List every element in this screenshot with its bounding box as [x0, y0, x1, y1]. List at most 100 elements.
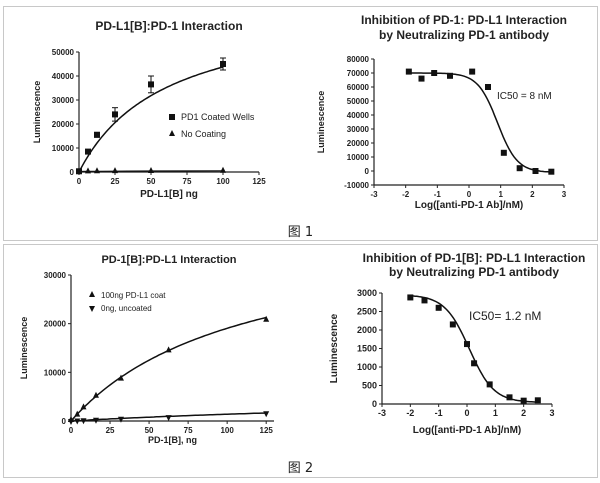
chart-title: Inhibition of PD-1[B]: PD-L1 Interaction [363, 251, 586, 265]
x-tick-label: 50 [147, 177, 156, 186]
y-tick-label: 3000 [357, 288, 377, 298]
y-axis-label: Luminescence [32, 81, 42, 144]
chart-title: PD-1[B]:PD-L1 Interaction [101, 254, 236, 266]
data-point [516, 165, 523, 172]
data-point [532, 168, 539, 174]
x-tick-label: -1 [435, 408, 443, 418]
data-point [92, 417, 99, 424]
data-point [112, 111, 118, 118]
legend-marker [169, 114, 175, 120]
data-point [148, 81, 154, 88]
x-tick-label: 25 [111, 177, 120, 186]
y-tick-label: 50000 [52, 48, 75, 57]
y-tick-label: 0 [372, 399, 377, 409]
legend-marker [169, 130, 175, 136]
legend-marker [89, 306, 95, 312]
y-tick-label: 2000 [357, 325, 377, 335]
x-tick-label: 0 [464, 408, 469, 418]
fit-curve-0 [78, 66, 224, 173]
data-point [485, 84, 491, 90]
x-tick-label: 1 [498, 190, 503, 199]
data-point [76, 167, 82, 174]
x-tick-label: 0 [69, 426, 74, 435]
data-point [117, 374, 124, 381]
x-tick-label: -2 [402, 190, 410, 199]
data-point [117, 416, 124, 423]
legend-label: 0ng, uncoated [101, 304, 152, 313]
data-point [220, 166, 226, 173]
data-point [435, 304, 442, 311]
x-tick-label: -1 [434, 190, 442, 199]
y-tick-label: 0 [62, 417, 67, 426]
x-axis-label: PD-L1[B] ng [140, 189, 198, 200]
y-tick-label: 80000 [347, 55, 370, 64]
data-point [486, 381, 493, 388]
x-tick-label: 25 [106, 426, 115, 435]
data-point [471, 360, 478, 367]
data-point [405, 68, 412, 75]
y-tick-label: 1000 [357, 362, 377, 372]
y-tick-label: 20000 [347, 139, 370, 148]
y-tick-label: -10000 [344, 181, 369, 190]
y-tick-label: 2500 [357, 307, 377, 317]
y-axis-label: Luminescence [316, 91, 326, 154]
data-point [80, 418, 87, 425]
data-point [407, 294, 414, 301]
x-tick-label: 2 [530, 190, 535, 199]
data-point [520, 397, 527, 404]
data-point [534, 397, 541, 404]
data-point [80, 403, 87, 410]
y-tick-label: 30000 [44, 271, 67, 280]
fit-curve-0 [410, 294, 538, 403]
y-axis-label: Luminescence [19, 317, 29, 380]
x-tick-label: 100 [220, 426, 234, 435]
x-tick-label: 75 [184, 426, 193, 435]
data-point [74, 410, 81, 417]
x-tick-label: 3 [549, 408, 554, 418]
data-point [431, 70, 438, 76]
y-tick-label: 30000 [347, 125, 370, 134]
y-axis-label: Luminescence [329, 313, 340, 383]
x-tick-label: 2 [521, 408, 526, 418]
data-point [500, 149, 507, 156]
legend-marker [89, 291, 95, 297]
data-point [449, 321, 456, 328]
data-point [94, 131, 100, 138]
x-axis-label: Log([anti-PD-1 Ab]/nM) [415, 200, 524, 211]
y-tick-label: 0 [70, 168, 75, 177]
data-point [464, 341, 470, 348]
x-tick-label: 3 [562, 190, 567, 199]
chart-subtitle: by Neutralizing PD-1 antibody [389, 265, 559, 279]
y-tick-label: 0 [365, 167, 370, 176]
x-tick-label: 0 [77, 177, 82, 186]
figure-1-caption: 图 1 [287, 225, 314, 240]
chart-pd-1-binding: PD-1[B]:PD-L1 Interaction 0 25 50 75 100 125 0 1… [19, 254, 274, 445]
data-point [447, 72, 453, 79]
chart-title: PD-L1[B]:PD-1 Interaction [95, 19, 242, 33]
y-tick-label: 20000 [52, 120, 75, 129]
data-point [85, 167, 91, 174]
y-tick-label: 10000 [347, 153, 370, 162]
data-point [85, 148, 91, 155]
y-tick-label: 30000 [52, 96, 75, 105]
chart-title: Inhibition of PD-1: PD-L1 Interaction [361, 13, 567, 27]
x-tick-label: -3 [370, 190, 378, 199]
y-tick-label: 50000 [347, 97, 370, 106]
ic50-annotation: IC50 = 8 nM [497, 91, 552, 102]
chart-pd-1b-inhibition-ab: Inhibition of PD-1[B]: PD-L1 Interaction… [329, 251, 586, 436]
data-point [421, 297, 428, 304]
data-point [263, 315, 270, 322]
x-tick-label: 0 [467, 190, 472, 199]
data-point [68, 419, 74, 425]
x-tick-label: 125 [260, 426, 274, 435]
data-point [148, 167, 154, 174]
data-point [506, 394, 513, 401]
y-tick-label: 500 [362, 381, 377, 391]
data-point [165, 415, 172, 422]
data-point [92, 391, 99, 398]
y-tick-label: 70000 [347, 69, 370, 78]
y-tick-label: 60000 [347, 83, 370, 92]
y-tick-label: 20000 [44, 320, 67, 329]
data-point [263, 411, 270, 418]
data-point [94, 167, 100, 174]
